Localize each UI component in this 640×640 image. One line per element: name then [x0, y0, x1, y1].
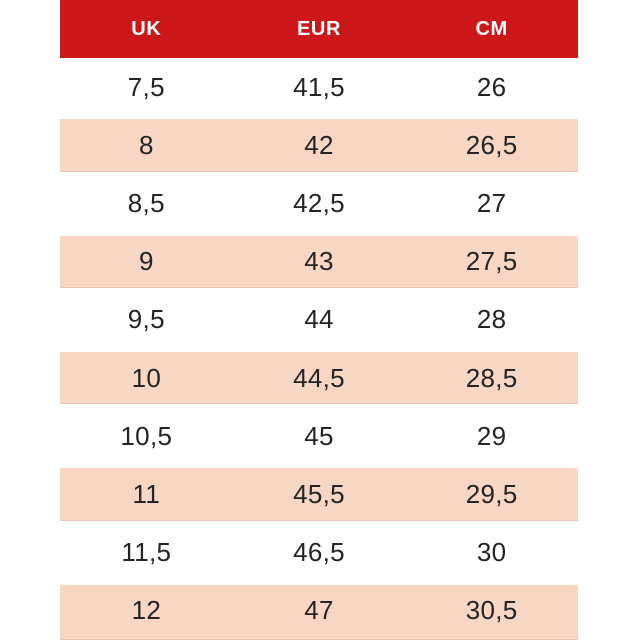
column-header-cm: CM — [475, 17, 508, 40]
table-row: 11,5 46,5 30 — [60, 524, 578, 582]
cell-uk: 10,5 — [120, 420, 173, 451]
cell-uk: 12 — [131, 595, 162, 626]
cell-uk: 11 — [132, 479, 161, 510]
table-row: 8 42 26,5 — [60, 116, 578, 174]
cell-cm: 27 — [476, 188, 507, 219]
table-row: 12 47 30,5 — [60, 582, 578, 640]
cell-eur: 41,5 — [293, 71, 345, 102]
cell-cm: 26,5 — [465, 129, 518, 160]
table-row: 8,5 42,5 27 — [60, 175, 578, 233]
cell-eur: 42,5 — [293, 188, 345, 219]
table-row: 7,5 41,5 26 — [60, 58, 578, 116]
cell-uk: 8 — [138, 129, 154, 160]
cell-uk: 9 — [138, 246, 154, 277]
cell-uk: 10 — [131, 362, 162, 393]
table-row: 9 43 27,5 — [60, 233, 578, 291]
cell-cm: 27,5 — [465, 246, 518, 277]
cell-cm: 26 — [476, 71, 507, 102]
cell-cm: 29,5 — [465, 479, 518, 510]
cell-eur: 46,5 — [293, 537, 345, 568]
table-row: 9,5 44 28 — [60, 291, 578, 349]
table-row: 10 44,5 28,5 — [60, 349, 578, 407]
table-header-row: UK EUR CM — [60, 0, 578, 59]
cell-cm: 28 — [476, 304, 507, 335]
cell-uk: 11,5 — [121, 537, 172, 568]
cell-eur: 47 — [304, 595, 334, 626]
cell-cm: 29 — [476, 420, 507, 451]
cell-eur: 45,5 — [293, 479, 345, 510]
cell-uk: 7,5 — [127, 71, 165, 102]
cell-uk: 9,5 — [127, 304, 165, 335]
cell-eur: 44 — [304, 304, 334, 335]
column-header-uk: UK — [131, 17, 162, 40]
cell-eur: 42 — [304, 129, 334, 160]
table-row: 10,5 45 29 — [60, 407, 578, 465]
table-row: 11 45,5 29,5 — [60, 465, 578, 523]
cell-cm: 28,5 — [465, 362, 518, 393]
cell-cm: 30,5 — [465, 595, 518, 626]
cell-uk: 8,5 — [127, 188, 165, 219]
size-conversion-table: UK EUR CM 7,5 41,5 26 8 42 26,5 8,5 42,5… — [60, 0, 578, 640]
cell-eur: 44,5 — [293, 362, 345, 393]
cell-cm: 30 — [476, 537, 507, 568]
cell-eur: 43 — [304, 246, 334, 277]
column-header-eur: EUR — [296, 17, 341, 40]
cell-eur: 45 — [304, 420, 334, 451]
